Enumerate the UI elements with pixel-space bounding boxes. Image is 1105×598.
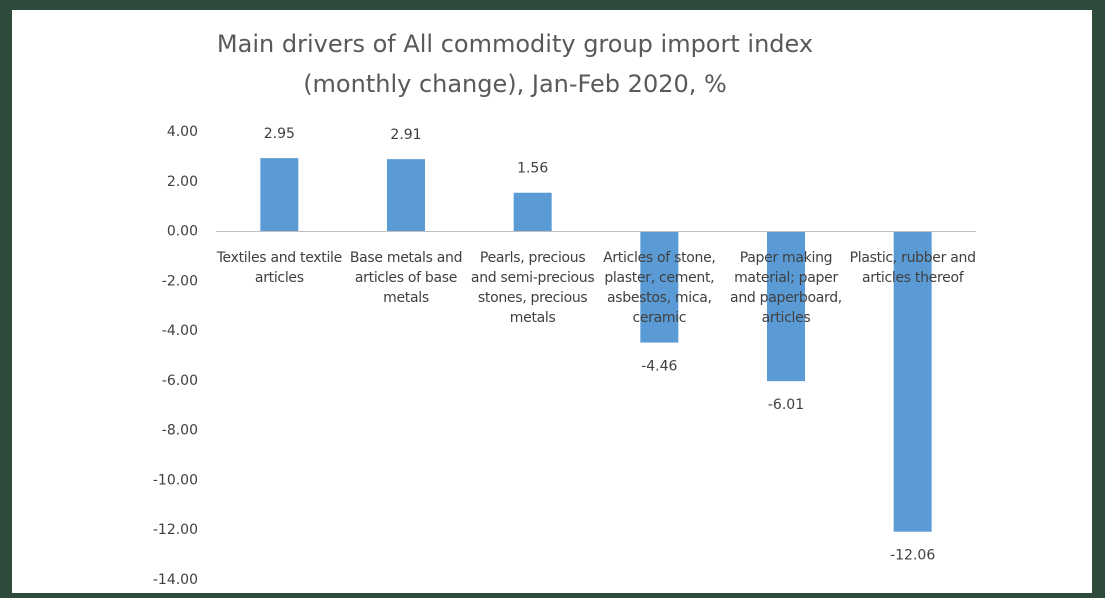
y-tick-label: -4.00	[162, 323, 198, 339]
y-tick-label: 4.00	[167, 124, 198, 140]
x-tick-label: Base metals and articles of base metals	[349, 249, 463, 306]
bar	[640, 231, 679, 343]
y-tick-label: -14.00	[153, 572, 198, 588]
bar	[387, 159, 425, 232]
y-tick-label: -6.00	[162, 373, 198, 389]
data-label: 1.56	[517, 161, 548, 177]
bar	[893, 231, 932, 532]
bar	[260, 158, 299, 232]
data-label: 2.91	[390, 127, 421, 143]
data-label: 2.95	[264, 126, 295, 142]
y-tick-label: -2.00	[162, 273, 198, 289]
x-tick-label: Pearls, precious and semi-precious stone…	[470, 249, 595, 326]
y-tick-label: 2.00	[167, 174, 198, 190]
y-tick-label: -8.00	[162, 423, 198, 439]
data-label: -6.01	[768, 397, 804, 413]
bar	[767, 231, 805, 382]
y-tick-label: -12.00	[153, 522, 198, 538]
x-tick-label: Articles of stone, plaster, cement, asbe…	[603, 249, 716, 326]
data-label: -12.06	[890, 548, 935, 564]
x-tick-label: Textiles and textile articles	[216, 249, 343, 286]
bar	[513, 192, 552, 232]
x-tick-label: Paper making material; paper and paperbo…	[730, 249, 842, 326]
data-label: -4.46	[641, 359, 677, 375]
y-tick-label: 0.00	[167, 224, 198, 240]
x-tick-label: Plastic, rubber and articles thereof	[849, 249, 976, 286]
chart-title: Main drivers of All commodity group impo…	[216, 30, 814, 98]
y-tick-label: -10.00	[153, 472, 198, 488]
